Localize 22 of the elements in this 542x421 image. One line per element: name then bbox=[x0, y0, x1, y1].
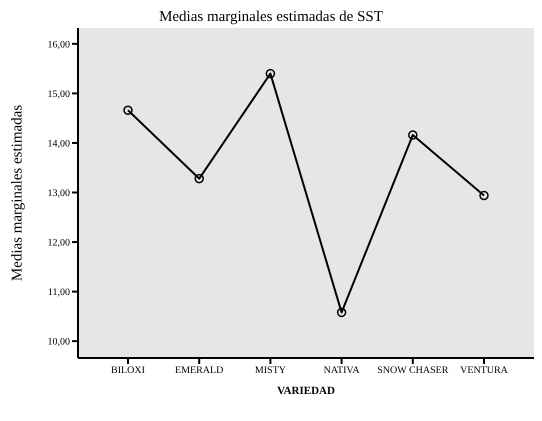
y-tick-label: 14,00 bbox=[48, 138, 70, 150]
x-tick-label: MISTY bbox=[254, 365, 286, 376]
point bbox=[123, 106, 133, 115]
y-axis-title: Medias marginales estimadas bbox=[9, 104, 26, 282]
y-tick-label: 12,00 bbox=[48, 238, 70, 249]
x-tick-label: NATIVA bbox=[324, 365, 360, 376]
y-tick-label: 15,00 bbox=[48, 88, 70, 100]
x-tick-label: EMERALD bbox=[175, 365, 224, 376]
point bbox=[194, 174, 204, 184]
y-tick-label: 11,00 bbox=[48, 287, 70, 298]
x-tick-label: VENTURA bbox=[460, 365, 509, 376]
x-tick-label: SNOW CHASER bbox=[377, 365, 449, 376]
chart-title: Medias marginales estimadas de SST bbox=[158, 8, 384, 26]
y-tick-label: 13,00 bbox=[48, 188, 70, 200]
point bbox=[336, 308, 346, 318]
x-axis-title: VARIEDAD bbox=[277, 385, 335, 397]
y-tick-label: 10,00 bbox=[48, 336, 70, 348]
point bbox=[266, 68, 276, 78]
y-tick-label: 16,00 bbox=[48, 39, 70, 50]
point bbox=[479, 190, 489, 200]
point bbox=[408, 130, 418, 140]
x-tick-label: BILOXI bbox=[111, 365, 145, 376]
